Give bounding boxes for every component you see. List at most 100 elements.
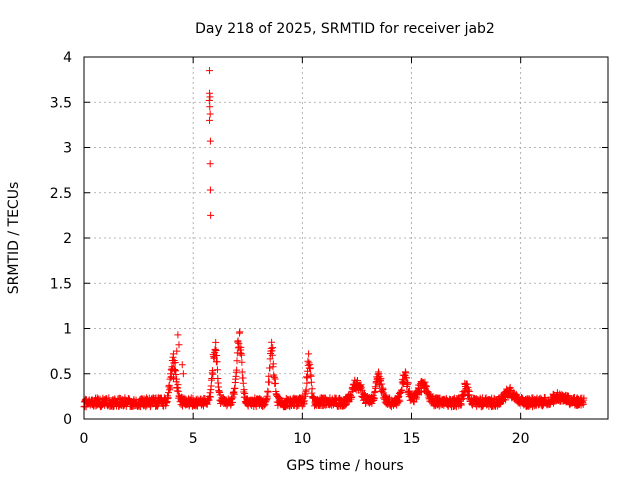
- data-point: [463, 380, 471, 388]
- data-point: [306, 364, 314, 372]
- data-point: [206, 116, 214, 124]
- data-point: [212, 346, 220, 354]
- data-point: [263, 394, 271, 402]
- data-point: [178, 361, 186, 369]
- data-point: [238, 358, 246, 366]
- data-point: [265, 372, 273, 380]
- y-tick-label: 1.5: [50, 276, 72, 292]
- data-point: [307, 372, 315, 380]
- data-point: [207, 382, 215, 390]
- x-axis-label: GPS time / hours: [286, 458, 403, 474]
- data-point: [238, 351, 246, 359]
- data-point: [395, 396, 403, 404]
- data-point: [378, 380, 386, 388]
- data-point: [348, 394, 356, 402]
- data-point: [179, 370, 187, 378]
- data-point: [175, 341, 183, 349]
- data-point: [265, 378, 273, 386]
- data-point: [169, 350, 177, 358]
- data-point: [213, 366, 221, 374]
- data-point: [303, 373, 311, 381]
- y-tick-label: 1: [63, 322, 72, 338]
- data-point: [209, 370, 217, 378]
- data-point: [239, 379, 247, 387]
- y-tick-label: 2.5: [50, 186, 72, 202]
- data-point: [307, 378, 315, 386]
- data-point: [206, 137, 214, 145]
- data-point: [213, 351, 221, 359]
- data-point: [213, 358, 221, 366]
- data-point: [166, 386, 174, 394]
- data-point: [268, 338, 276, 346]
- data-point: [206, 393, 214, 401]
- data-point: [580, 394, 588, 402]
- y-tick-label: 3.5: [50, 95, 72, 111]
- data-point: [237, 343, 245, 351]
- data-point: [465, 387, 473, 395]
- data-point: [171, 366, 179, 374]
- data-point: [269, 360, 277, 368]
- data-point: [171, 359, 179, 367]
- data-point: [167, 373, 175, 381]
- data-point: [266, 364, 274, 372]
- data-point: [305, 350, 313, 358]
- data-point: [264, 388, 272, 396]
- data-point: [416, 387, 424, 395]
- grid-lines: [84, 57, 608, 419]
- data-point: [478, 402, 486, 410]
- y-tick-labels: 0 0.5 1 1.5 2 2.5 3 3.5 4: [50, 50, 72, 428]
- y-tick-label: 2: [63, 231, 72, 247]
- data-point: [238, 368, 246, 376]
- x-tick-label: 0: [80, 431, 89, 447]
- data-point: [174, 381, 182, 389]
- data-point: [166, 384, 174, 392]
- x-tick-label: 10: [293, 431, 311, 447]
- data-point: [302, 386, 310, 394]
- data-point: [240, 386, 248, 394]
- data-point: [377, 374, 385, 382]
- data-point: [399, 380, 407, 388]
- data-point: [303, 374, 311, 382]
- data-point: [172, 370, 180, 378]
- data-point: [207, 211, 215, 219]
- y-tick-label: 0.5: [50, 367, 72, 383]
- data-point: [212, 338, 220, 346]
- data-point: [308, 385, 316, 393]
- data-point: [206, 67, 214, 75]
- data-point: [398, 387, 406, 395]
- y-tick-label: 3: [63, 141, 72, 157]
- x-tick-label: 20: [512, 431, 530, 447]
- data-points: [80, 67, 588, 411]
- axis-ticks: [83, 56, 608, 420]
- chart-title: Day 218 of 2025, SRMTID for receiver jab…: [195, 21, 495, 37]
- data-point: [174, 387, 182, 395]
- data-point: [174, 331, 182, 339]
- data-point: [268, 351, 276, 359]
- data-point: [206, 93, 214, 101]
- data-point: [502, 396, 510, 404]
- data-point: [211, 345, 219, 353]
- data-point: [421, 378, 429, 386]
- y-tick-label: 4: [63, 50, 72, 66]
- data-point: [269, 344, 277, 352]
- x-tick-label: 15: [403, 431, 421, 447]
- data-point: [404, 379, 412, 387]
- y-axis-label: SRMTID / TECUs: [6, 182, 22, 295]
- data-point: [402, 374, 410, 382]
- y-tick-label: 0: [63, 412, 72, 428]
- data-point: [206, 103, 214, 111]
- x-tick-labels: 0 5 10 15 20: [80, 431, 530, 447]
- data-point: [236, 328, 244, 336]
- data-point: [206, 160, 214, 168]
- data-point: [396, 397, 404, 405]
- data-point: [271, 379, 279, 387]
- data-point: [233, 357, 241, 365]
- data-point: [300, 397, 308, 405]
- data-point: [270, 373, 278, 381]
- data-point: [341, 401, 349, 409]
- x-tick-label: 5: [189, 431, 198, 447]
- data-point: [417, 388, 425, 396]
- data-point: [173, 375, 181, 383]
- data-point: [233, 366, 241, 374]
